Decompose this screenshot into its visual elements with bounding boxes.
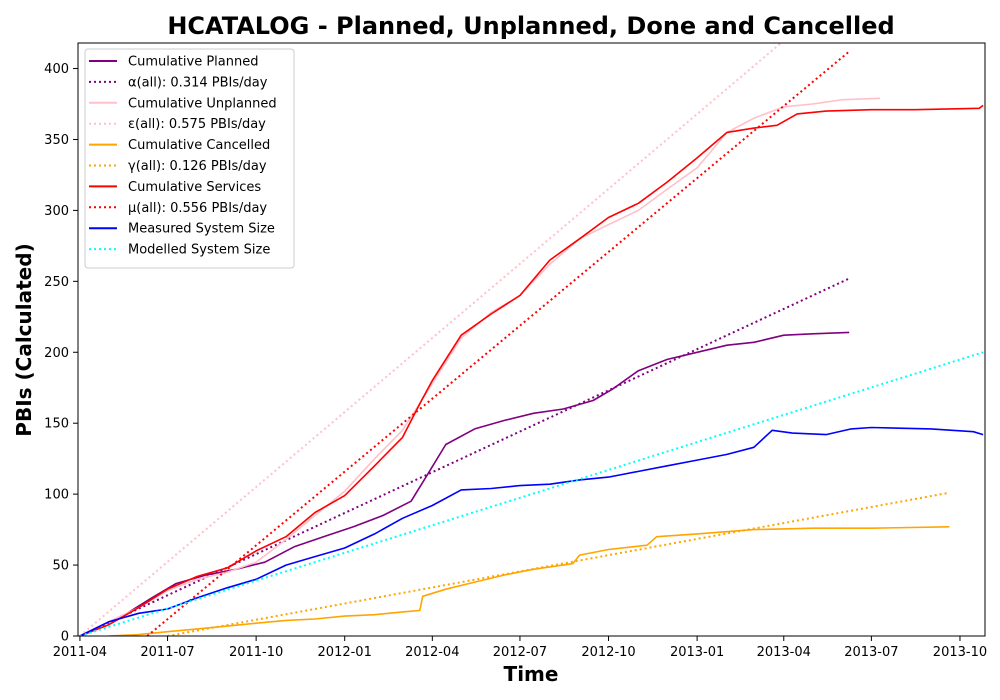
- x-tick-label: 2013-01: [670, 645, 724, 660]
- legend-entry-cumulative-unplanned: Cumulative Unplanned: [128, 96, 277, 111]
- legend-entry-modelled-system-size: Modelled System Size: [128, 243, 270, 258]
- x-tick-label: 2012-01: [318, 645, 372, 660]
- series-line-4: [108, 526, 950, 636]
- legend-entry-all-0-575-pbis-day: ε(all): 0.575 PBIs/day: [128, 117, 266, 132]
- legend-box: [84, 48, 295, 269]
- plot-frame: [77, 42, 986, 637]
- y-axis: 0 50 100 150 200 250 300 350 400: [44, 62, 78, 645]
- x-axis: 2011-04 2011-07 2011-10 2012-01 2012-04 2012-…: [53, 636, 987, 660]
- y-tick-label: 350: [44, 133, 69, 148]
- series-line-0: [79, 331, 850, 636]
- legend-entry-all-0-314-pbis-day: α(all): 0.314 PBIs/day: [128, 75, 268, 90]
- series-line-8: [79, 426, 984, 636]
- y-axis-label: PBIs (Calculated): [12, 243, 36, 436]
- legend-entry-all-0-126-pbis-day: γ(all): 0.126 PBIs/day: [128, 159, 267, 174]
- y-tick-label: 0: [61, 630, 69, 645]
- y-tick-label: 250: [44, 275, 69, 290]
- x-tick-label: 2013-07: [844, 645, 898, 660]
- x-tick-label: 2013-04: [757, 645, 811, 660]
- chart-title: HCATALOG - Planned, Unplanned, Done and …: [167, 12, 894, 40]
- x-tick-label: 2013-10: [933, 645, 987, 660]
- legend-entry-cumulative-services: Cumulative Services: [128, 180, 261, 195]
- y-tick-label: 300: [44, 204, 69, 219]
- x-tick-label: 2011-07: [140, 645, 194, 660]
- x-tick-label: 2012-07: [493, 645, 547, 660]
- x-tick-label: 2011-04: [53, 645, 107, 660]
- legend-entry-cumulative-cancelled: Cumulative Cancelled: [128, 138, 270, 153]
- legend-entry-all-0-556-pbis-day: μ(all): 0.556 PBIs/day: [128, 201, 267, 216]
- x-axis-label: Time: [504, 662, 559, 686]
- series-line-7: [146, 50, 850, 636]
- legend-entry-measured-system-size: Measured System Size: [128, 222, 275, 237]
- y-tick-label: 400: [44, 62, 69, 77]
- y-tick-label: 100: [44, 488, 69, 503]
- series-layer: [79, 43, 984, 636]
- y-tick-label: 50: [52, 559, 69, 574]
- x-tick-label: 2011-10: [229, 645, 283, 660]
- y-tick-label: 150: [44, 417, 69, 432]
- legend-entry-cumulative-planned: Cumulative Planned: [128, 55, 258, 70]
- x-tick-label: 2012-04: [405, 645, 459, 660]
- x-tick-label: 2012-10: [581, 645, 635, 660]
- y-tick-label: 200: [44, 346, 69, 361]
- legend: Cumulative Planned α(all): 0.314 PBIs/day…: [84, 48, 295, 269]
